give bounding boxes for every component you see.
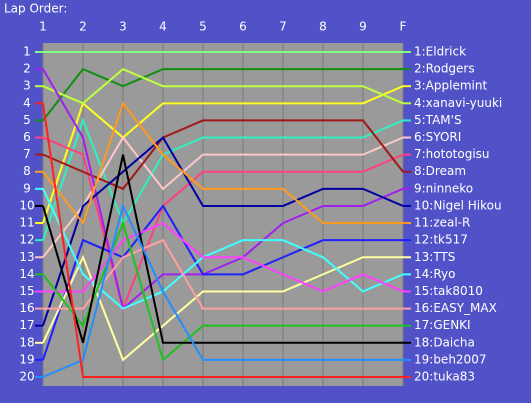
y-tick-label: 1	[23, 45, 31, 59]
legend-label: 9:ninneko	[414, 181, 473, 195]
x-tick-label: 6	[239, 20, 247, 34]
legend-label: 5:TAM'S	[414, 113, 462, 127]
series-line	[42, 67, 404, 105]
legend-label: 18:Daicha	[414, 335, 475, 349]
y-tick-label: 6	[23, 130, 31, 144]
y-tick-label: 17	[19, 318, 34, 332]
x-tick-label: 3	[119, 20, 127, 34]
legend-label: 20:tuka83	[414, 370, 475, 384]
chart-title: Lap Order:	[4, 2, 67, 16]
series-line	[42, 67, 403, 122]
series-line	[42, 203, 403, 378]
series-line	[42, 154, 403, 344]
y-tick-label: 20	[19, 370, 34, 384]
legend-label: 11:zeal-R	[414, 216, 470, 230]
legend-label: 13:TTS	[414, 250, 455, 264]
legend-label: 17:GENKI	[414, 318, 471, 332]
y-tick-label: 13	[19, 250, 34, 264]
y-tick-label: 16	[19, 301, 34, 315]
y-tick-label: 18	[19, 335, 34, 349]
series-line	[42, 188, 404, 310]
series-line	[42, 136, 404, 312]
x-tick-label: 1	[39, 20, 47, 34]
legend-label: 10:Nigel Hikou	[414, 198, 502, 212]
legend-label: 16:EASY_MAX	[414, 301, 497, 315]
x-tick-label: 8	[319, 20, 327, 34]
y-tick-label: 11	[19, 216, 34, 230]
legend-label: 15:tak8010	[414, 284, 483, 298]
y-tick-label: 10	[19, 198, 34, 212]
y-tick-label: 14	[19, 267, 34, 281]
y-tick-label: 19	[19, 352, 34, 366]
x-tick-label: 7	[279, 20, 287, 34]
legend-label: 6:SYORI	[414, 130, 461, 144]
y-tick-label: 7	[23, 147, 31, 161]
x-tick-label: 2	[79, 20, 87, 34]
series-line	[42, 103, 403, 378]
y-tick-label: 9	[23, 181, 31, 195]
y-tick-label: 8	[23, 164, 31, 178]
legend-label: 7:hototogisu	[414, 147, 490, 161]
series-line	[42, 254, 403, 362]
series-line	[42, 219, 403, 362]
x-tick-label: 4	[159, 20, 167, 34]
legend-label: 14:Ryo	[414, 267, 455, 281]
legend-label: 12:tk517	[414, 233, 468, 247]
legend-label: 4:xanavi-yuuki	[414, 96, 502, 110]
legend-label: 8:Dream	[414, 164, 466, 178]
y-tick-label: 3	[23, 79, 31, 93]
series-line	[42, 68, 404, 311]
series-line	[43, 221, 404, 293]
y-tick-label: 5	[23, 113, 31, 127]
legend-label: 19:beh2007	[414, 352, 486, 366]
y-tick-label: 15	[19, 284, 34, 298]
legend-label: 1:Eldrick	[414, 45, 466, 59]
y-tick-label: 2	[23, 62, 31, 76]
series-line	[42, 119, 404, 191]
x-tick-label: 5	[199, 20, 207, 34]
series-line	[42, 101, 403, 226]
legend-label: 2:Rodgers	[414, 62, 475, 76]
x-tick-label: 9	[359, 20, 367, 34]
series-line	[42, 135, 404, 258]
plot-area	[43, 43, 403, 386]
x-tick-label: F	[400, 20, 407, 34]
legend-label: 3:Applemint	[414, 79, 487, 93]
y-tick-label: 4	[23, 96, 31, 110]
series-line	[42, 135, 404, 327]
y-tick-label: 12	[19, 233, 34, 247]
series-line	[42, 85, 404, 224]
